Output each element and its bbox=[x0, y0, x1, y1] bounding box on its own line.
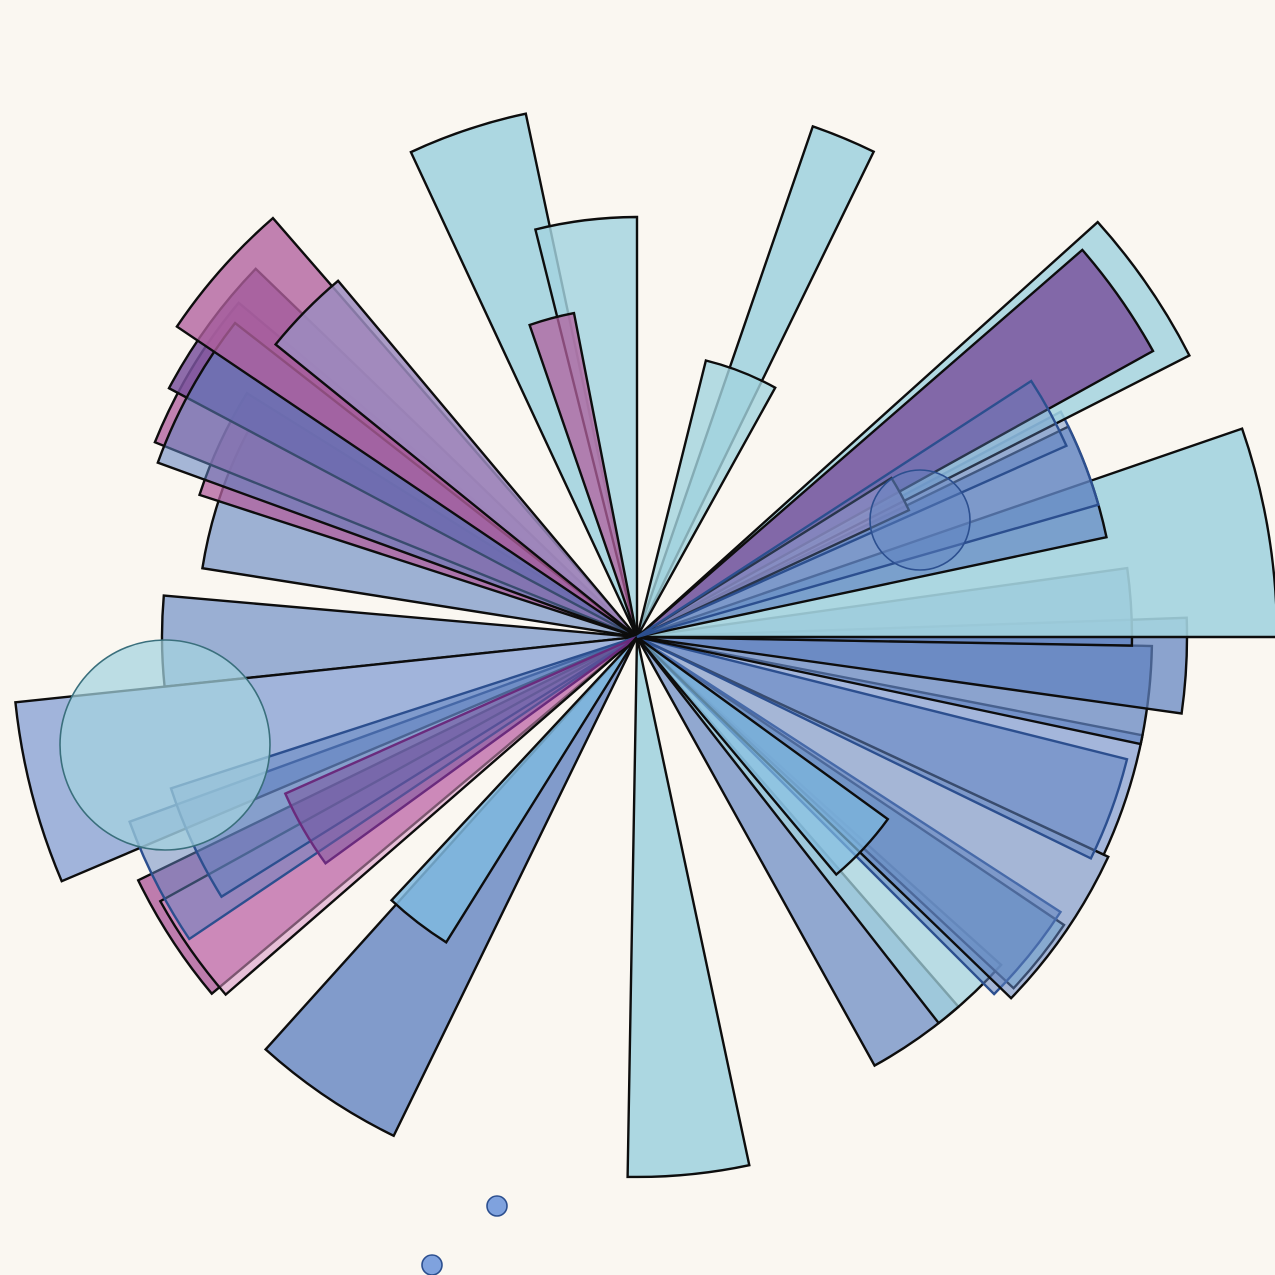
circle-layer bbox=[59, 469, 971, 1275]
wedge-shape-w15 bbox=[158, 635, 638, 997]
circle-shape-c2 bbox=[869, 469, 971, 571]
wedge-shape-w18 bbox=[283, 635, 638, 865]
wedge-shape-w39 bbox=[635, 359, 777, 638]
wedge-shape-w01 bbox=[409, 112, 639, 638]
circle-shape-c1 bbox=[59, 639, 271, 851]
wedge-shape-w38 bbox=[636, 476, 911, 639]
wedge-shape-w28 bbox=[636, 635, 1129, 861]
wedge-layer bbox=[14, 112, 1275, 1179]
wedge-shape-w29 bbox=[636, 636, 890, 877]
wedge-shape-w10 bbox=[273, 279, 638, 638]
wedge-shape-w11 bbox=[528, 311, 639, 638]
circle-shape-c4 bbox=[421, 1254, 443, 1275]
wedge-shape-w21 bbox=[626, 636, 751, 1179]
circle-shape-c3 bbox=[486, 1195, 508, 1217]
wedge-shape-w20 bbox=[389, 636, 639, 944]
wedge-shape-w40 bbox=[636, 379, 1068, 639]
wedge-shape-w37 bbox=[636, 248, 1155, 639]
